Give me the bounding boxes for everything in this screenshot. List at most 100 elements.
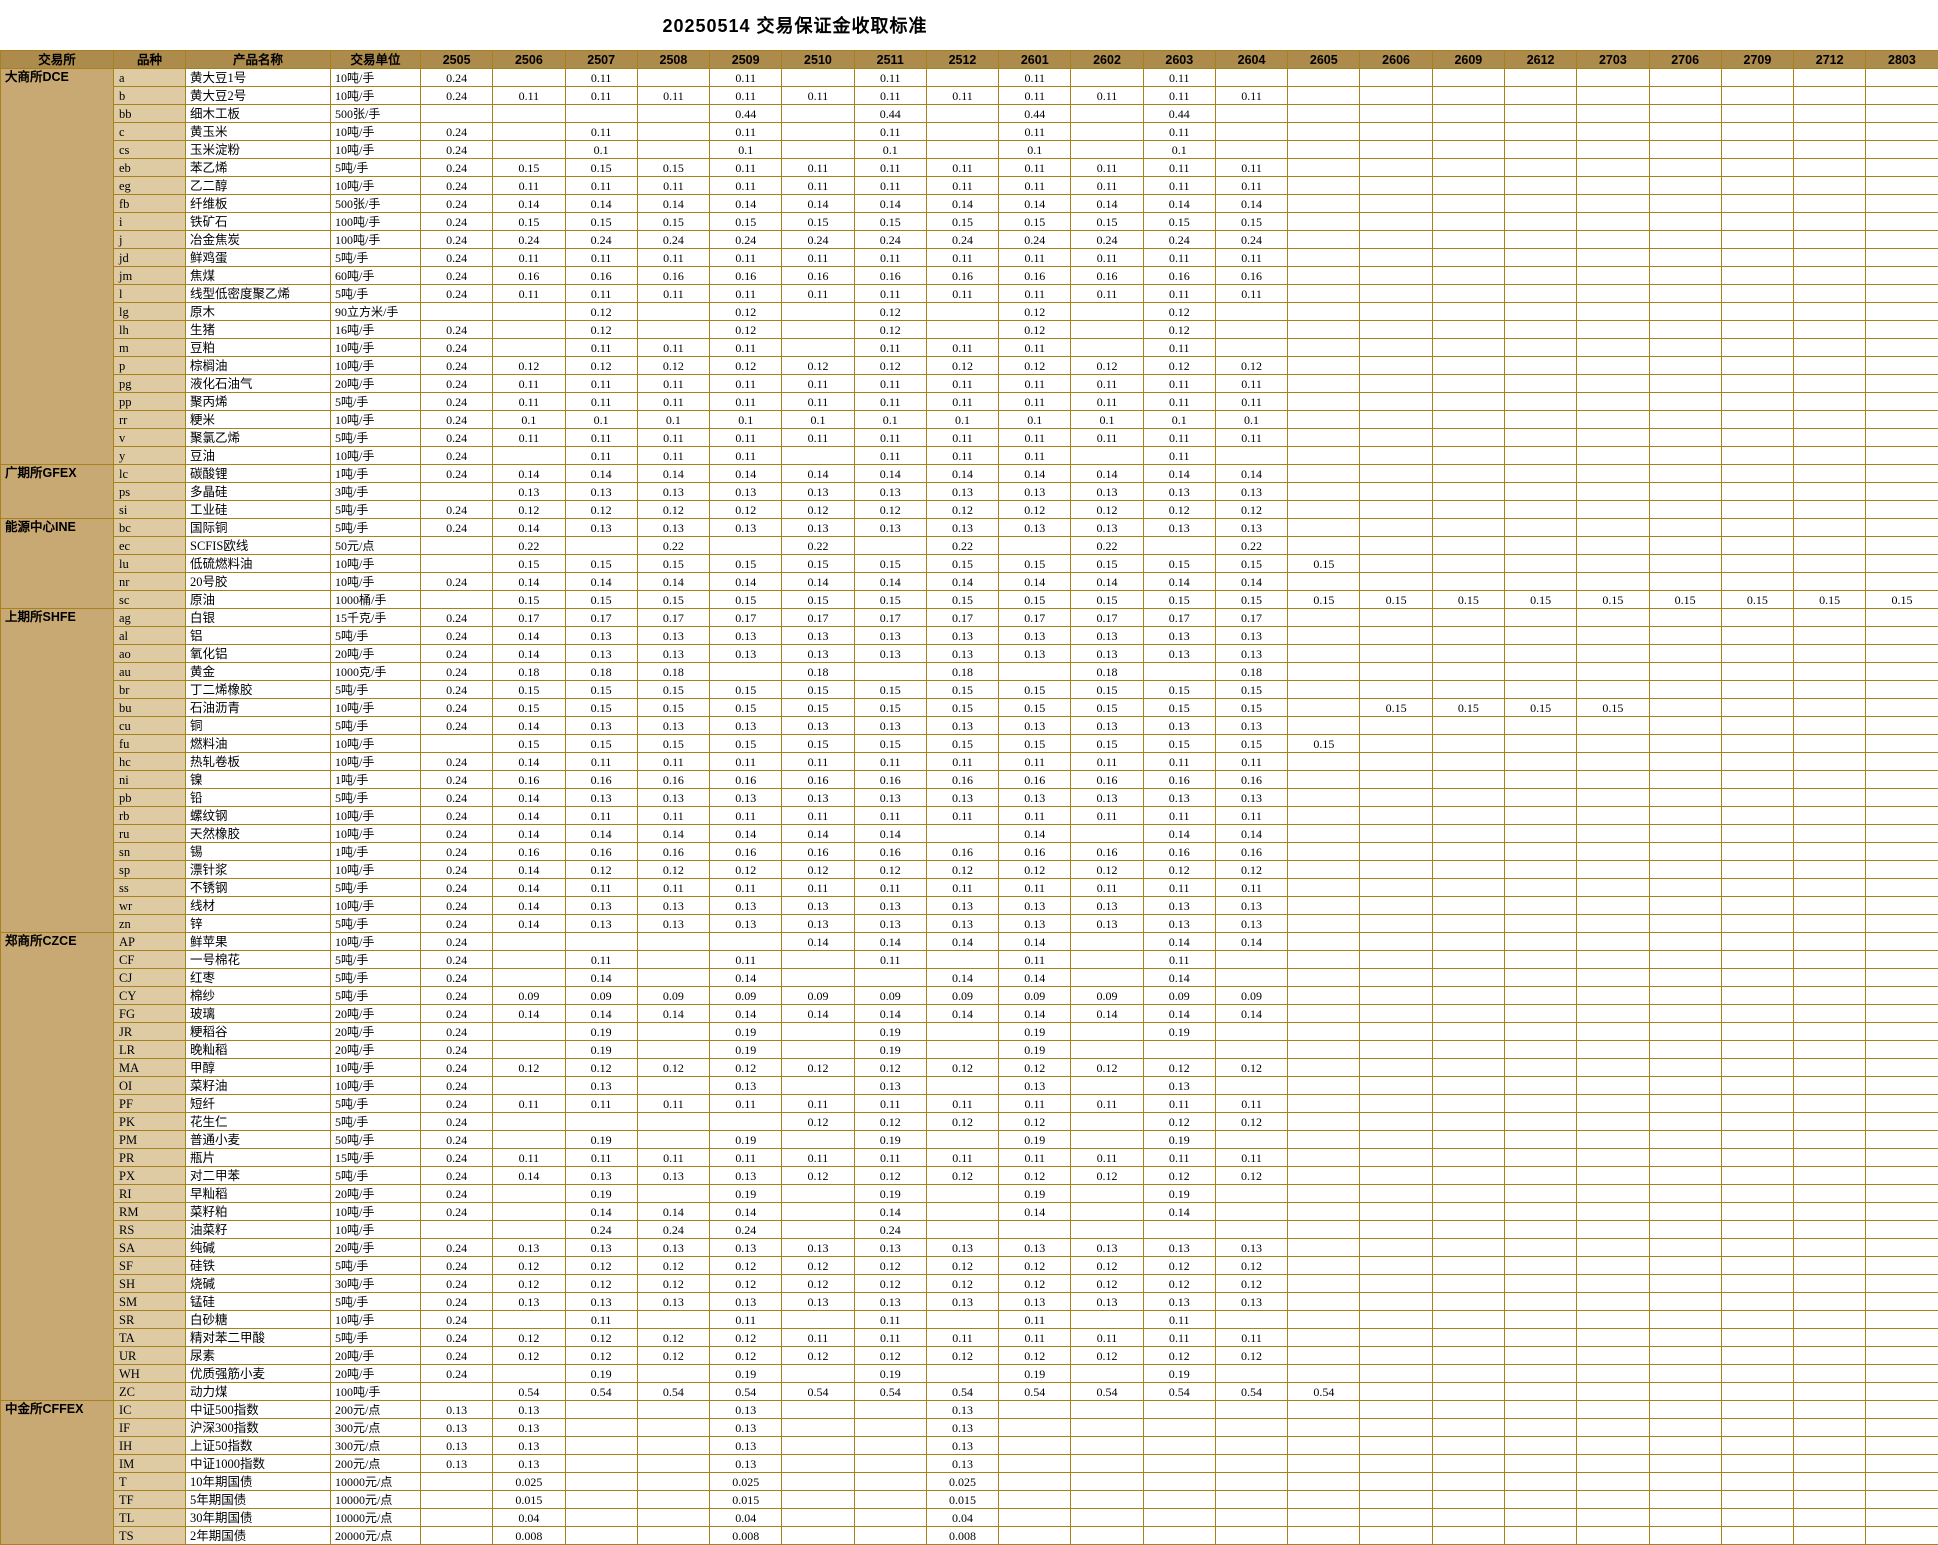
margin-rate-cell xyxy=(1721,1311,1793,1329)
margin-rate-cell xyxy=(1794,1149,1866,1167)
margin-rate-cell: 0.15 xyxy=(637,159,709,177)
margin-rate-cell: 0.54 xyxy=(565,1383,637,1401)
product-code: bc xyxy=(114,519,186,537)
margin-rate-cell: 0.025 xyxy=(493,1473,565,1491)
margin-rate-cell: 0.15 xyxy=(493,735,565,753)
margin-rate-cell: 0.11 xyxy=(710,249,782,267)
margin-rate-cell: 0.12 xyxy=(710,861,782,879)
margin-rate-cell xyxy=(1577,537,1649,555)
margin-rate-cell: 0.12 xyxy=(1143,861,1215,879)
margin-rate-cell xyxy=(1649,645,1721,663)
margin-rate-cell xyxy=(1794,1023,1866,1041)
margin-rate-cell: 0.12 xyxy=(565,357,637,375)
column-header-contract: 2510 xyxy=(782,51,854,69)
margin-rate-cell: 0.14 xyxy=(565,195,637,213)
product-code: ZC xyxy=(114,1383,186,1401)
margin-rate-cell: 0.11 xyxy=(782,753,854,771)
margin-rate-cell xyxy=(1504,681,1576,699)
margin-rate-cell: 0.24 xyxy=(421,375,493,393)
margin-rate-cell xyxy=(1794,87,1866,105)
margin-rate-cell xyxy=(1360,141,1432,159)
margin-rate-cell: 0.12 xyxy=(493,1059,565,1077)
margin-rate-cell: 0.11 xyxy=(493,393,565,411)
margin-rate-cell: 0.11 xyxy=(565,69,637,87)
margin-rate-cell: 0.24 xyxy=(421,159,493,177)
margin-rate-cell: 0.24 xyxy=(421,843,493,861)
margin-rate-cell: 0.11 xyxy=(565,285,637,303)
margin-rate-cell xyxy=(1649,1509,1721,1527)
margin-rate-cell: 0.13 xyxy=(1143,897,1215,915)
margin-rate-cell xyxy=(1360,1329,1432,1347)
margin-rate-cell xyxy=(1215,1221,1287,1239)
margin-rate-cell xyxy=(1577,1113,1649,1131)
product-code: au xyxy=(114,663,186,681)
margin-rate-cell: 0.12 xyxy=(1071,357,1143,375)
margin-rate-cell xyxy=(1215,1473,1287,1491)
margin-rate-cell: 0.14 xyxy=(565,825,637,843)
margin-rate-cell xyxy=(1794,177,1866,195)
margin-rate-cell: 0.11 xyxy=(1143,285,1215,303)
margin-rate-cell: 0.15 xyxy=(1432,699,1504,717)
margin-rate-cell: 0.12 xyxy=(1215,357,1287,375)
margin-rate-cell xyxy=(1866,969,1938,987)
margin-rate-cell: 0.13 xyxy=(999,789,1071,807)
margin-rate-cell: 0.11 xyxy=(1143,375,1215,393)
product-name: 铝 xyxy=(186,627,331,645)
margin-rate-cell xyxy=(999,1527,1071,1545)
margin-rate-cell: 0.09 xyxy=(1071,987,1143,1005)
margin-rate-cell xyxy=(1721,1077,1793,1095)
margin-rate-cell: 0.12 xyxy=(1215,1167,1287,1185)
margin-rate-cell xyxy=(1360,609,1432,627)
margin-rate-cell xyxy=(1432,465,1504,483)
product-code: j xyxy=(114,231,186,249)
margin-rate-cell xyxy=(637,1041,709,1059)
margin-rate-cell: 0.22 xyxy=(1215,537,1287,555)
margin-rate-cell xyxy=(1432,123,1504,141)
margin-rate-cell xyxy=(421,303,493,321)
margin-rate-cell xyxy=(1288,771,1360,789)
margin-rate-cell: 0.44 xyxy=(854,105,926,123)
margin-rate-cell xyxy=(637,1527,709,1545)
margin-rate-cell: 0.24 xyxy=(421,879,493,897)
margin-rate-cell xyxy=(1504,1509,1576,1527)
margin-rate-cell: 0.11 xyxy=(637,429,709,447)
margin-rate-cell: 0.15 xyxy=(926,555,998,573)
margin-rate-cell: 0.14 xyxy=(493,897,565,915)
margin-rate-cell xyxy=(1432,1041,1504,1059)
margin-rate-cell xyxy=(1649,1473,1721,1491)
product-name: 漂针浆 xyxy=(186,861,331,879)
margin-rate-cell: 0.11 xyxy=(710,807,782,825)
margin-rate-cell xyxy=(1649,897,1721,915)
margin-rate-cell: 0.12 xyxy=(710,357,782,375)
product-code: eg xyxy=(114,177,186,195)
margin-rate-cell xyxy=(1721,321,1793,339)
margin-rate-cell: 0.15 xyxy=(637,555,709,573)
margin-rate-cell: 0.11 xyxy=(565,375,637,393)
margin-rate-cell xyxy=(1866,231,1938,249)
margin-rate-cell xyxy=(1288,969,1360,987)
margin-rate-cell: 0.11 xyxy=(926,1095,998,1113)
margin-rate-cell xyxy=(1649,231,1721,249)
margin-rate-cell xyxy=(1432,69,1504,87)
margin-rate-cell: 0.16 xyxy=(1071,771,1143,789)
margin-rate-cell xyxy=(565,1401,637,1419)
margin-rate-cell xyxy=(1721,483,1793,501)
margin-rate-cell: 0.14 xyxy=(926,1005,998,1023)
margin-rate-cell xyxy=(1432,1509,1504,1527)
margin-rate-cell: 0.11 xyxy=(637,249,709,267)
margin-rate-cell: 0.19 xyxy=(854,1365,926,1383)
margin-rate-cell: 0.15 xyxy=(999,591,1071,609)
margin-rate-cell xyxy=(1504,123,1576,141)
margin-rate-cell xyxy=(1071,825,1143,843)
column-header-contract: 2604 xyxy=(1215,51,1287,69)
margin-rate-cell: 0.16 xyxy=(1215,843,1287,861)
margin-rate-cell xyxy=(1866,807,1938,825)
margin-rate-cell xyxy=(1577,843,1649,861)
margin-rate-cell: 0.17 xyxy=(1215,609,1287,627)
product-code: RM xyxy=(114,1203,186,1221)
margin-rate-cell xyxy=(999,1401,1071,1419)
margin-rate-cell: 0.13 xyxy=(926,915,998,933)
margin-rate-cell xyxy=(1577,1185,1649,1203)
